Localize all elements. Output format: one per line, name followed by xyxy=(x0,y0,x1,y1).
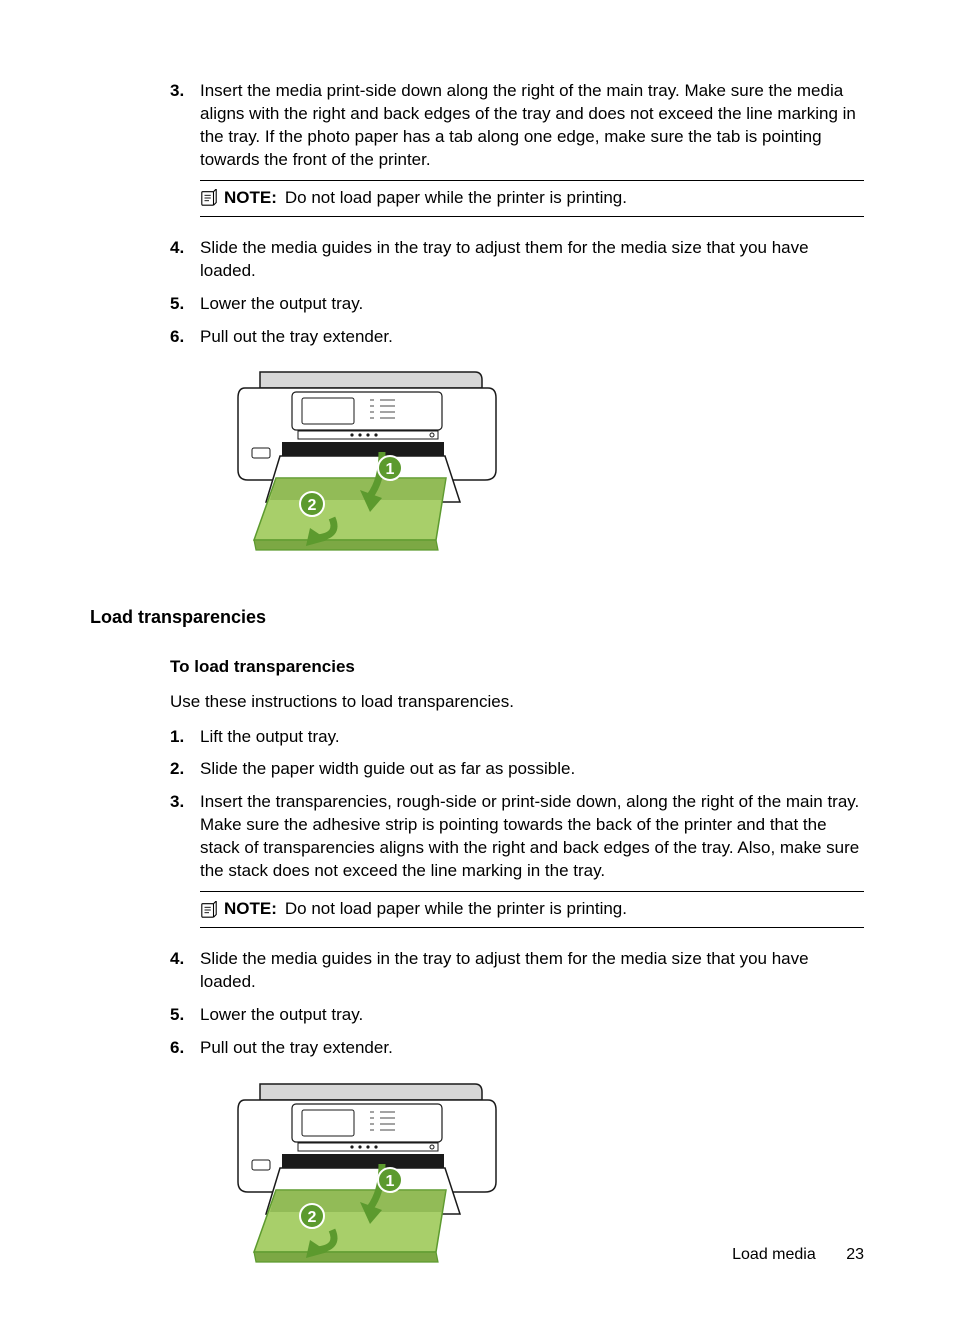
list-item-text: Insert the transparencies, rough-side or… xyxy=(200,791,864,938)
section-intro: Use these instructions to load transpare… xyxy=(170,691,864,714)
ordered-list-1: 3. Insert the media print-side down alon… xyxy=(170,80,864,348)
list-item: 4. Slide the media guides in the tray to… xyxy=(170,948,864,994)
list-item-number: 2. xyxy=(170,758,200,781)
list-item: 6. Pull out the tray extender. xyxy=(170,326,864,349)
note-callout: NOTE: Do not load paper while the printe… xyxy=(200,891,864,928)
list-item-body: Insert the media print-side down along t… xyxy=(200,81,856,169)
list-item: 5. Lower the output tray. xyxy=(170,293,864,316)
list-item: 6. Pull out the tray extender. xyxy=(170,1037,864,1060)
list-item-text: Insert the media print-side down along t… xyxy=(200,80,864,227)
note-callout: NOTE: Do not load paper while the printe… xyxy=(200,180,864,217)
list-item-number: 5. xyxy=(170,293,200,316)
callout-number-1: 1 xyxy=(386,1173,395,1190)
list-item-text: Slide the paper width guide out as far a… xyxy=(200,758,864,781)
printer-illustration: 1 2 xyxy=(220,1072,510,1272)
list-item: 4. Slide the media guides in the tray to… xyxy=(170,237,864,283)
callout-number-1: 1 xyxy=(386,461,395,478)
list-item-number: 3. xyxy=(170,791,200,814)
list-item: 3. Insert the transparencies, rough-side… xyxy=(170,791,864,938)
list-item: 3. Insert the media print-side down alon… xyxy=(170,80,864,227)
ordered-list-2: 1. Lift the output tray. 2. Slide the pa… xyxy=(170,726,864,1060)
list-item-text: Slide the media guides in the tray to ad… xyxy=(200,237,864,283)
note-text: Do not load paper while the printer is p… xyxy=(285,187,627,210)
footer-section: Load media xyxy=(732,1246,816,1263)
list-item-number: 4. xyxy=(170,237,200,260)
note-icon xyxy=(200,189,218,207)
callout-number-2: 2 xyxy=(308,1209,317,1226)
list-item-text: Pull out the tray extender. xyxy=(200,1037,864,1060)
section-heading: Load transparencies xyxy=(90,605,864,629)
list-item-text: Pull out the tray extender. xyxy=(200,326,864,349)
note-icon xyxy=(200,901,218,919)
list-item-body: Insert the transparencies, rough-side or… xyxy=(200,792,859,880)
document-page: 3. Insert the media print-side down alon… xyxy=(0,0,954,1321)
list-item-number: 1. xyxy=(170,726,200,749)
callout-number-2: 2 xyxy=(308,497,317,514)
list-item-text: Lower the output tray. xyxy=(200,1004,864,1027)
list-item-text: Lower the output tray. xyxy=(200,293,864,316)
footer-page-number: 23 xyxy=(846,1246,864,1263)
list-item-text: Lift the output tray. xyxy=(200,726,864,749)
note-text: Do not load paper while the printer is p… xyxy=(285,898,627,921)
printer-figure-1: 1 2 xyxy=(220,360,864,567)
list-item: 5. Lower the output tray. xyxy=(170,1004,864,1027)
note-label: NOTE: xyxy=(224,898,277,921)
section-subheading: To load transparencies xyxy=(170,656,864,679)
printer-illustration: 1 2 xyxy=(220,360,510,560)
page-footer: Load media 23 xyxy=(732,1244,864,1266)
list-item-number: 6. xyxy=(170,1037,200,1060)
list-item: 2. Slide the paper width guide out as fa… xyxy=(170,758,864,781)
note-label: NOTE: xyxy=(224,187,277,210)
list-item-text: Slide the media guides in the tray to ad… xyxy=(200,948,864,994)
list-item-number: 4. xyxy=(170,948,200,971)
list-item: 1. Lift the output tray. xyxy=(170,726,864,749)
list-item-number: 3. xyxy=(170,80,200,103)
list-item-number: 6. xyxy=(170,326,200,349)
list-item-number: 5. xyxy=(170,1004,200,1027)
